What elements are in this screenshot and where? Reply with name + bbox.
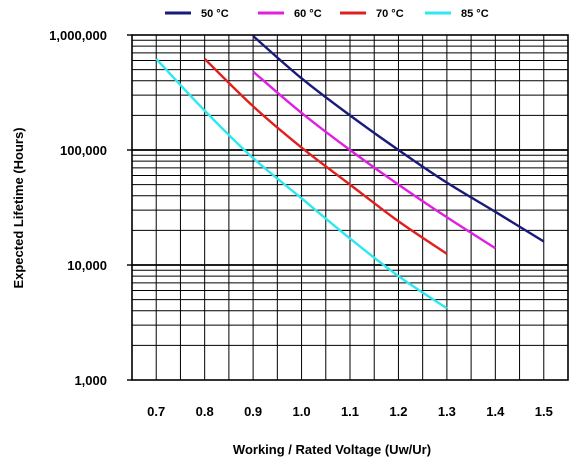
y-tick-label: 10,000 (67, 258, 107, 273)
x-axis-ticks: 0.7 0.8 0.9 1.0 1.1 1.2 1.3 1.4 1.5 (147, 404, 553, 419)
series-line-2 (252, 70, 496, 250)
x-tick-label: 1.0 (293, 404, 311, 419)
y-tick-label: 100,000 (60, 143, 107, 158)
legend-label: 50 °C (201, 8, 229, 20)
legend-label: 85 °C (461, 8, 489, 20)
x-tick-label: 1.4 (486, 404, 505, 419)
series-line-3 (203, 58, 448, 255)
x-tick-label: 1.2 (389, 404, 407, 419)
y-tick-label: 1,000 (74, 373, 107, 388)
series-line-1 (252, 35, 545, 243)
x-tick-label: 1.3 (438, 404, 456, 419)
legend-label: 70 °C (376, 8, 404, 20)
grid (131, 34, 569, 381)
x-tick-label: 0.9 (244, 404, 262, 419)
x-axis-title: Working / Rated Voltage (Uw/Ur) (233, 442, 431, 457)
legend: 50 °C 60 °C 70 °C 85 °C (165, 8, 489, 20)
x-tick-label: 0.8 (196, 404, 214, 419)
series-line-4 (155, 58, 448, 310)
legend-label: 60 °C (294, 8, 322, 20)
x-tick-label: 1.5 (535, 404, 553, 419)
y-axis-ticks: 1,000 10,000 100,000 1,000,000 (49, 28, 132, 388)
x-tick-label: 0.7 (147, 404, 165, 419)
series-layer (155, 35, 545, 310)
y-axis-title: Expected Lifetime (Hours) (11, 127, 26, 288)
x-tick-label: 1.1 (341, 404, 359, 419)
y-tick-label: 1,000,000 (49, 28, 107, 43)
